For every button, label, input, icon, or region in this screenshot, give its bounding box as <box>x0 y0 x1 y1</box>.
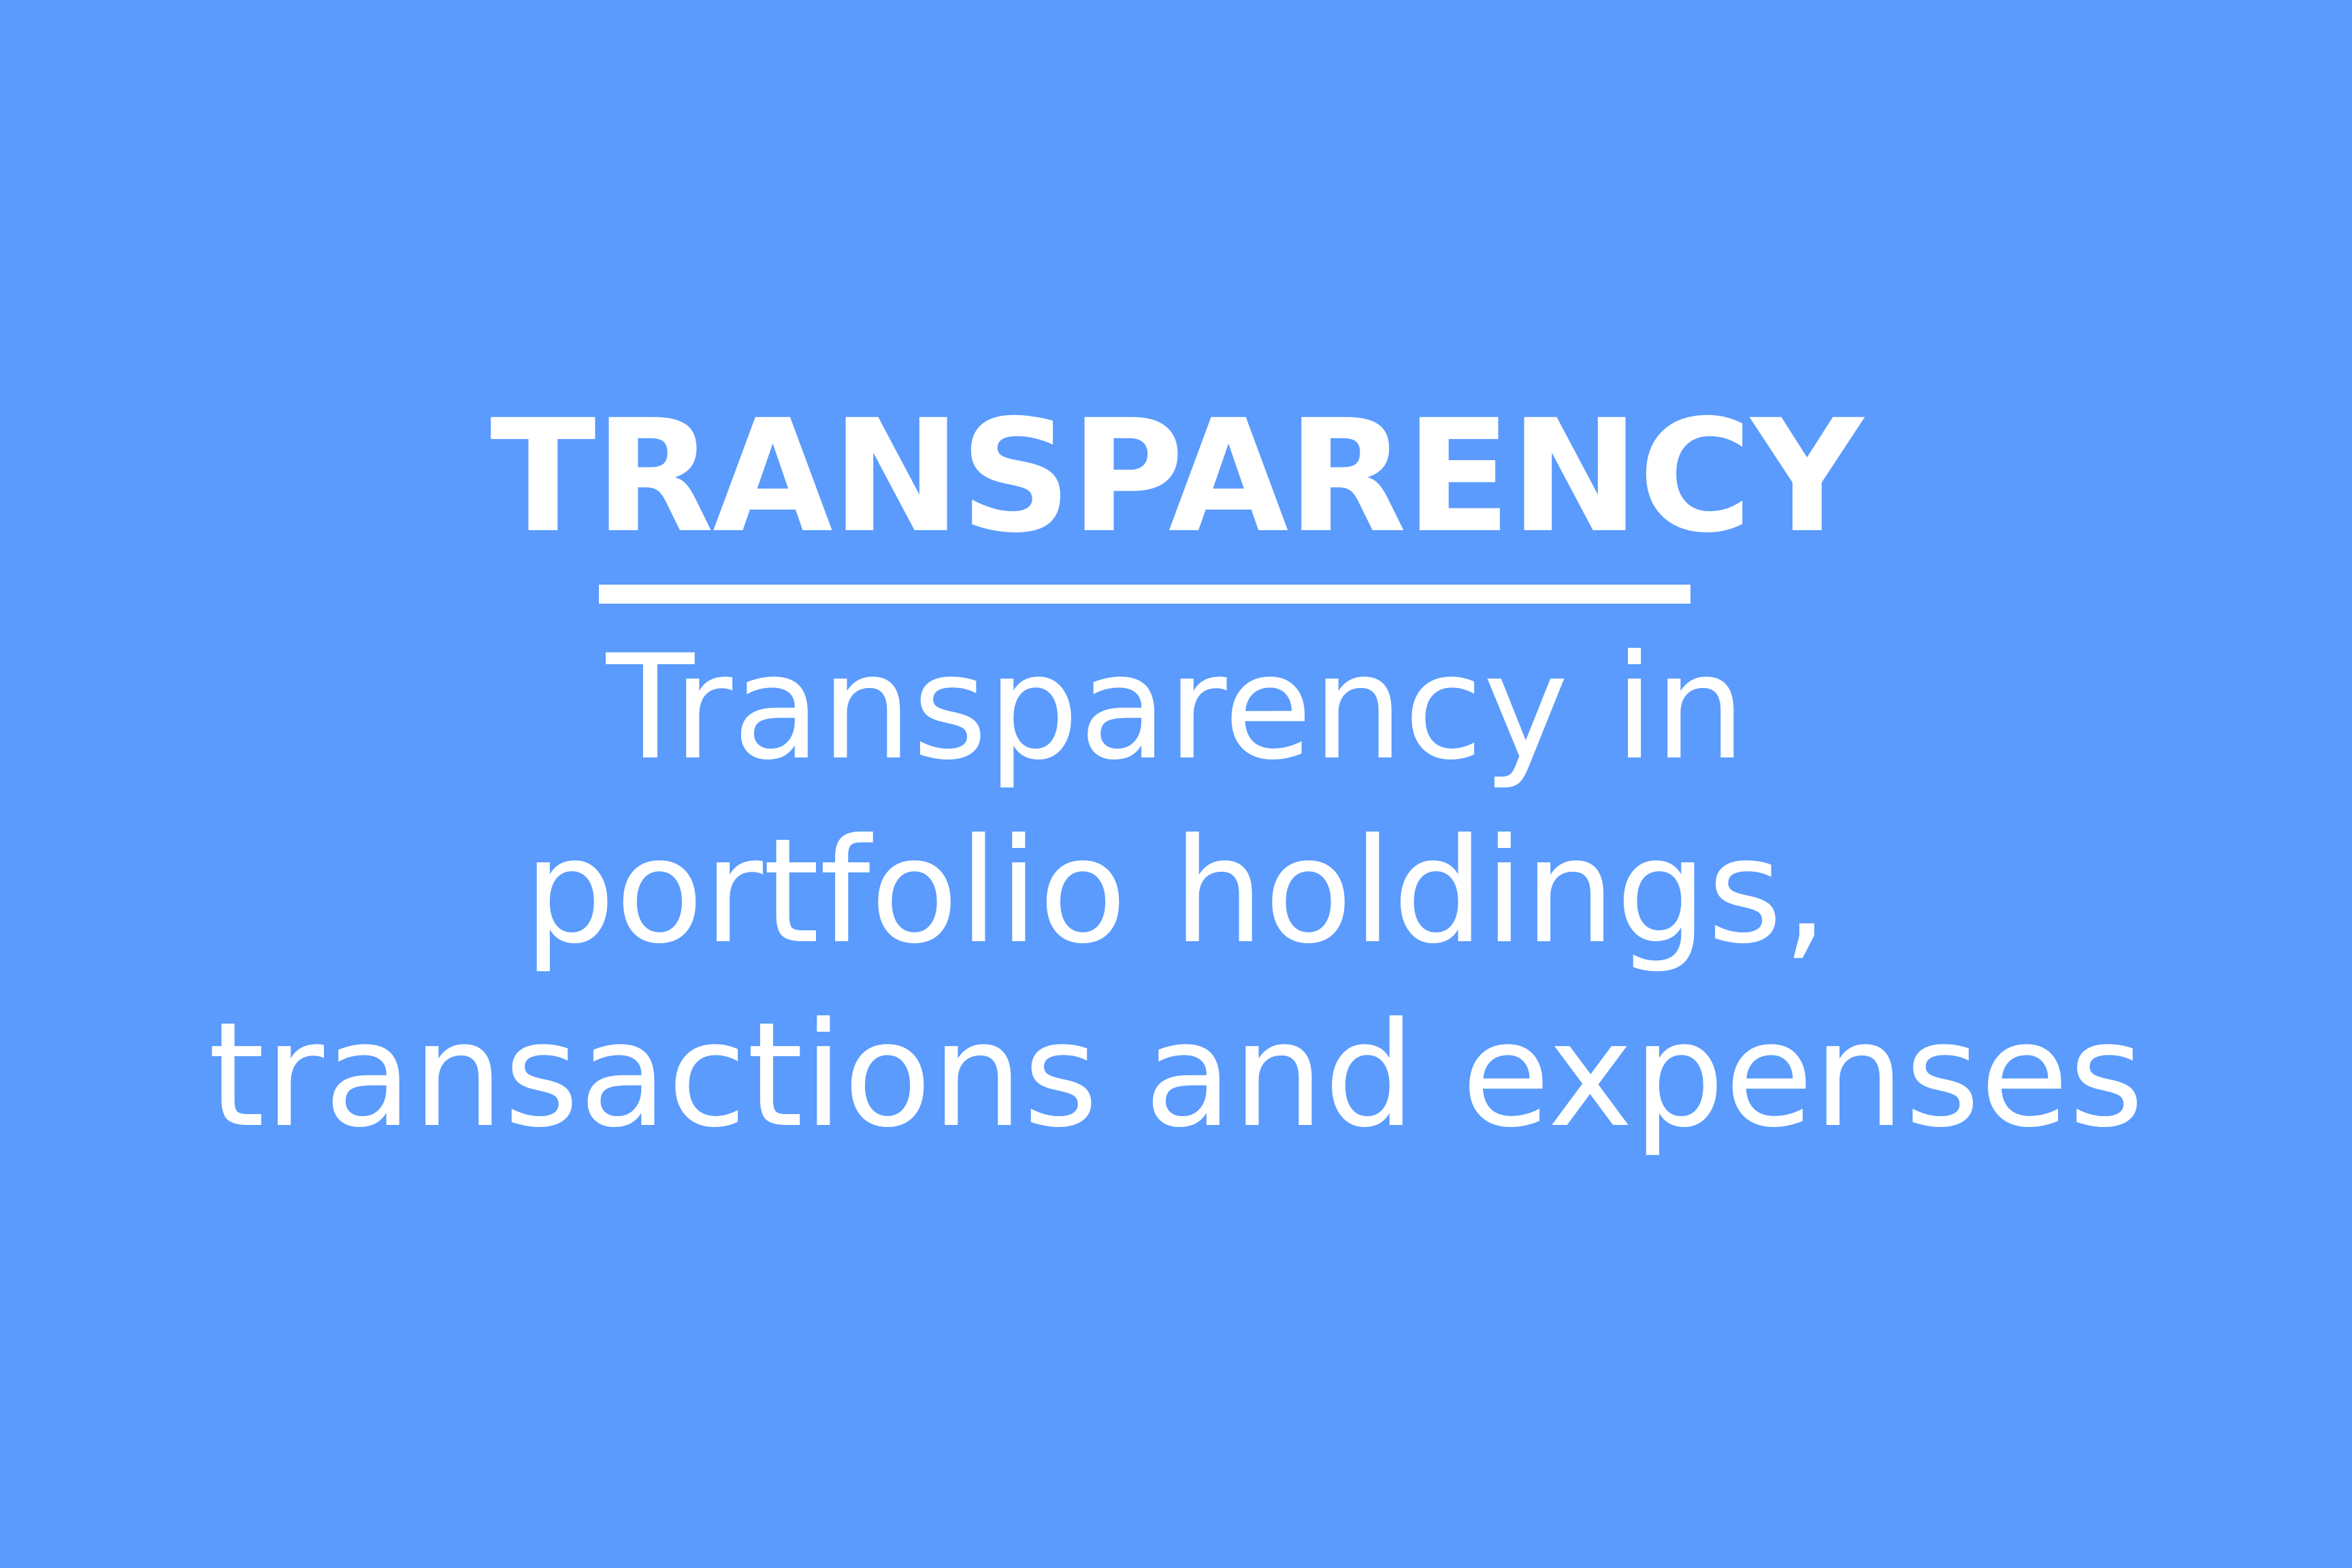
body-line-3: transactions and expenses <box>208 991 2144 1159</box>
body-line-2: portfolio holdings, <box>523 807 1829 975</box>
card-heading: TRANSPARENCY <box>490 386 1863 567</box>
heading-underline <box>599 585 1690 604</box>
body-line-1: Transparency in <box>606 623 1746 791</box>
card-body: Transparency in portfolio holdings, tran… <box>0 616 2352 1167</box>
